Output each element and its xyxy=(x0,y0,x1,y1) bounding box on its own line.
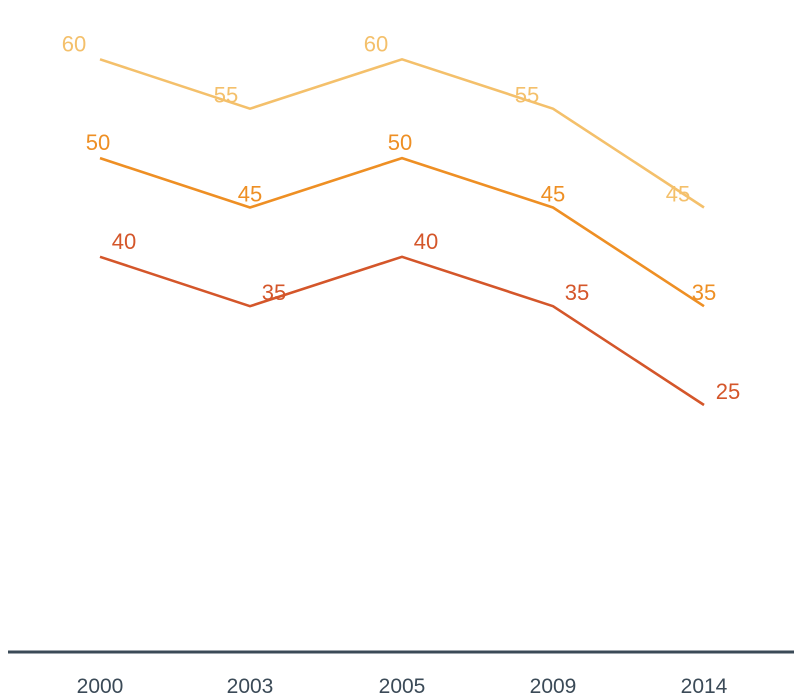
data-label: 60 xyxy=(62,31,86,56)
data-label: 50 xyxy=(86,130,110,155)
data-label: 40 xyxy=(112,229,136,254)
data-label: 25 xyxy=(716,379,740,404)
x-tick-label: 2003 xyxy=(227,675,274,698)
x-tick-layer: 2000 2003 2005 2009 2014 xyxy=(77,675,728,698)
series-1-line xyxy=(99,57,705,209)
data-label: 45 xyxy=(666,181,690,206)
series-3-line xyxy=(99,255,705,407)
x-tick-label: 2009 xyxy=(530,675,577,698)
data-label: 60 xyxy=(364,31,388,56)
data-label: 35 xyxy=(692,280,716,305)
series-layer: 60 55 60 55 45 50 45 50 45 35 40 35 40 35 25 xyxy=(62,31,740,407)
x-tick-label: 2000 xyxy=(77,675,124,698)
x-tick-label: 2014 xyxy=(681,675,728,698)
data-label: 35 xyxy=(565,280,589,305)
data-label: 40 xyxy=(414,229,438,254)
data-label: 45 xyxy=(541,181,565,206)
series-3: 40 35 40 35 25 xyxy=(99,229,740,407)
data-label: 55 xyxy=(515,83,539,108)
data-label: 35 xyxy=(262,280,286,305)
series-1: 60 55 60 55 45 xyxy=(62,31,705,209)
data-label: 45 xyxy=(238,181,262,206)
data-label: 55 xyxy=(214,83,238,108)
x-tick-label: 2005 xyxy=(379,675,426,698)
data-label: 50 xyxy=(388,130,412,155)
series-2-line xyxy=(99,156,705,308)
series-2: 50 45 50 45 35 xyxy=(86,130,716,308)
